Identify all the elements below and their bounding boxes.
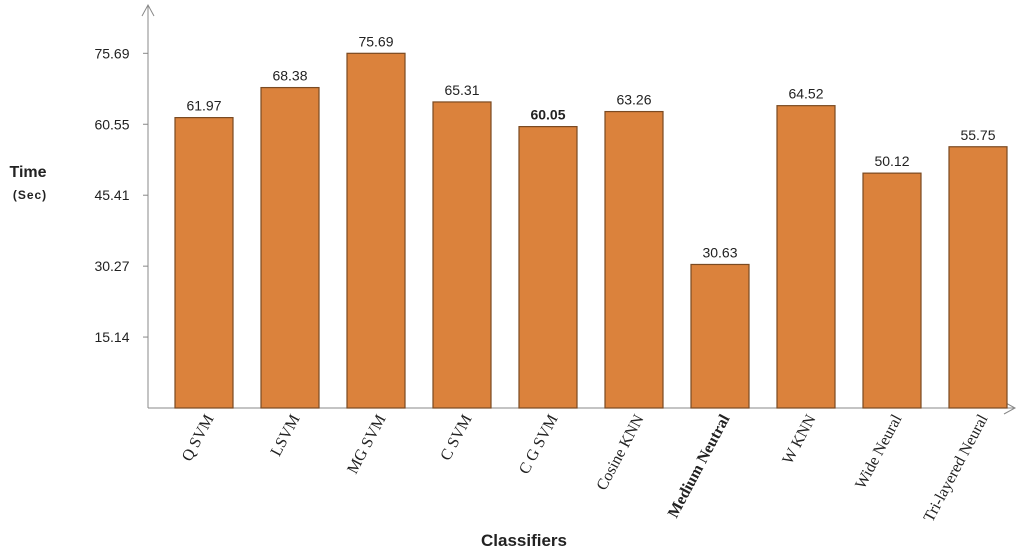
bar	[690, 263, 750, 409]
y-tick-label: 45.41	[94, 187, 129, 203]
y-axis-label: Time	[9, 164, 46, 181]
value-label: 64.52	[788, 86, 823, 102]
x-tick-label: Cosine KNN	[594, 412, 648, 494]
x-tick-label: Wide Neural	[852, 411, 906, 491]
y-axis-arrow	[141, 3, 155, 17]
x-tick-label: MG SVM	[344, 412, 389, 477]
value-label: 55.75	[960, 127, 995, 143]
x-tick-label: C SVM	[437, 412, 475, 464]
y-tick-label: 15.14	[94, 329, 129, 345]
x-axis-label: Classifiers	[481, 531, 567, 550]
x-axis-arrow	[1003, 401, 1017, 415]
bar	[432, 101, 492, 409]
bar	[174, 117, 234, 409]
value-label: 68.38	[272, 68, 307, 84]
x-tick-label: LSVM	[268, 412, 304, 459]
bar	[346, 52, 406, 409]
value-label: 75.69	[358, 33, 393, 49]
x-tick-label: C G SVM	[516, 412, 561, 477]
value-label: 61.97	[186, 98, 221, 114]
value-label: 65.31	[444, 82, 479, 98]
y-tick-label: 60.55	[94, 116, 129, 132]
bar	[948, 146, 1008, 409]
value-label: 30.63	[702, 244, 737, 260]
x-tick-label: Medium Neutral	[665, 411, 734, 520]
x-tick-label: W KNN	[779, 412, 819, 468]
y-tick-label: 75.69	[94, 45, 129, 61]
bar	[776, 105, 836, 409]
bar	[604, 110, 664, 409]
bar	[260, 86, 320, 409]
value-label: 50.12	[874, 153, 909, 169]
x-tick-label: Q SVM	[179, 412, 218, 464]
bar	[518, 126, 578, 409]
value-label: 60.05	[530, 107, 565, 123]
value-label: 63.26	[616, 92, 651, 108]
x-tick-label: Tri-layered Neural	[921, 411, 992, 524]
bar	[862, 172, 922, 409]
y-tick-label: 30.27	[94, 258, 129, 274]
y-axis-unit: (Sec)	[13, 188, 47, 202]
